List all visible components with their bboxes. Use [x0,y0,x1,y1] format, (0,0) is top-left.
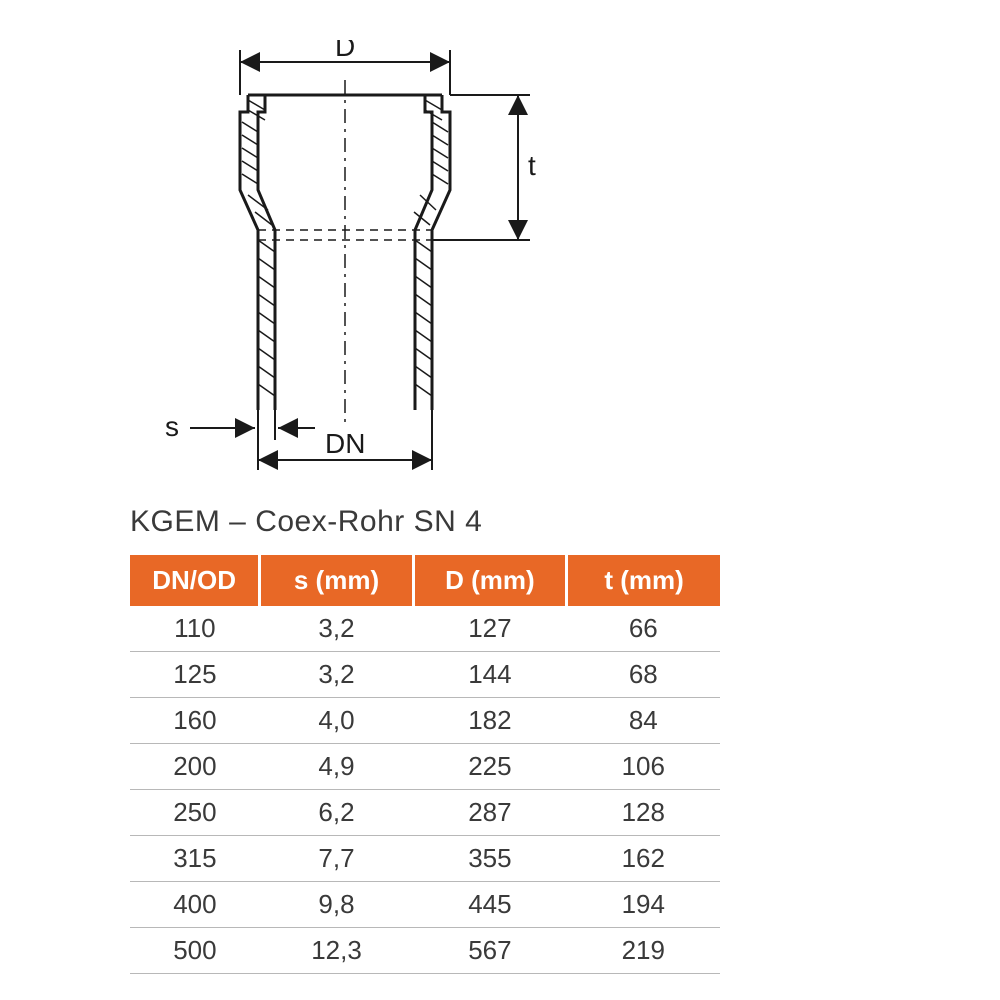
table-header-cell: s (mm) [260,555,413,606]
spec-table: DN/ODs (mm)D (mm)t (mm)1103,2127661253,2… [130,555,720,974]
table-cell: 3,2 [260,606,413,652]
table-cell: 84 [567,698,720,744]
table-cell: 287 [413,790,566,836]
dim-label-s: s [165,411,179,442]
table-row: 1253,214468 [130,652,720,698]
table-cell: 110 [130,606,260,652]
table-cell: 106 [567,744,720,790]
pipe-diagram: D t s DN [130,40,650,480]
table-row: 1604,018284 [130,698,720,744]
table-cell: 567 [413,928,566,974]
dim-label-d: D [335,40,355,62]
table-row: 1103,212766 [130,606,720,652]
table-cell: 4,0 [260,698,413,744]
table-cell: 3,2 [260,652,413,698]
table-cell: 66 [567,606,720,652]
table-cell: 250 [130,790,260,836]
table-cell: 194 [567,882,720,928]
table-cell: 128 [567,790,720,836]
table-row: 3157,7355162 [130,836,720,882]
table-cell: 127 [413,606,566,652]
table-cell: 162 [567,836,720,882]
table-row: 2004,9225106 [130,744,720,790]
table-cell: 500 [130,928,260,974]
table-cell: 12,3 [260,928,413,974]
table-cell: 315 [130,836,260,882]
table-header-cell: D (mm) [413,555,566,606]
table-cell: 7,7 [260,836,413,882]
table-row: 50012,3567219 [130,928,720,974]
table-cell: 9,8 [260,882,413,928]
table-cell: 68 [567,652,720,698]
table-title: KGEM – Coex-Rohr SN 4 [130,505,482,539]
table-cell: 160 [130,698,260,744]
table-cell: 182 [413,698,566,744]
table-row: 2506,2287128 [130,790,720,836]
table-header-cell: t (mm) [567,555,720,606]
table-cell: 400 [130,882,260,928]
dim-label-t: t [528,150,536,181]
table-header-cell: DN/OD [130,555,260,606]
table-cell: 200 [130,744,260,790]
table-row: 4009,8445194 [130,882,720,928]
table-cell: 4,9 [260,744,413,790]
table-cell: 225 [413,744,566,790]
dim-label-dn: DN [325,428,365,459]
table-cell: 6,2 [260,790,413,836]
table-cell: 219 [567,928,720,974]
table-cell: 144 [413,652,566,698]
table-cell: 125 [130,652,260,698]
table-cell: 355 [413,836,566,882]
table-cell: 445 [413,882,566,928]
